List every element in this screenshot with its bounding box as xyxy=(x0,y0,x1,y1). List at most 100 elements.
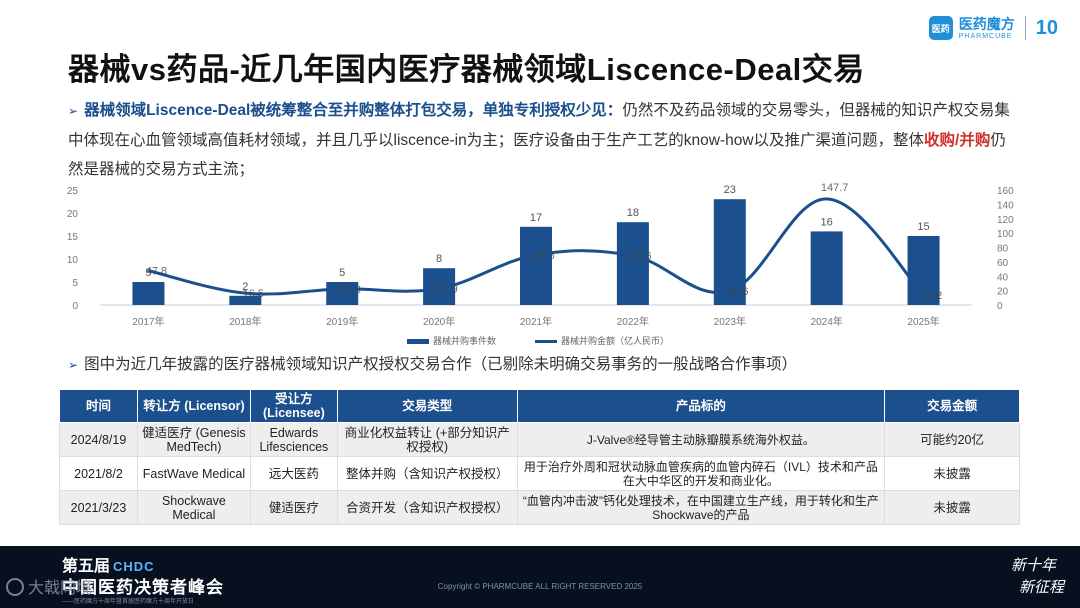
bullet-body: 仍然不及药品领域的交易零头，但器械的知识产权交易集中体现在心血管领域高值耗材领域… xyxy=(68,102,1010,149)
cell-licensee: 健适医疗 xyxy=(249,490,338,525)
line-data-label: 69.6 xyxy=(533,250,554,262)
chdc-label: CHDC xyxy=(113,559,155,574)
bar-data-label: 15 xyxy=(917,221,929,233)
table-header-row: 时间 转让方 (Licensor) 受让方 (Licensee) 交易类型 产品… xyxy=(59,389,1020,423)
y-tick-label: 20 xyxy=(67,209,79,220)
bar-data-label: 8 xyxy=(436,253,442,265)
cell-deal-type: 合资开发（含知识产权授权） xyxy=(336,490,518,525)
table-row: 2024/8/19 健适医疗 (Genesis MedTech) Edwards… xyxy=(59,422,1020,457)
logo-name-en: PHARMCUBE xyxy=(958,32,1013,40)
line-data-label: 22.9 xyxy=(436,284,457,296)
slogan: 新十年 新征程 xyxy=(1010,554,1064,598)
cell-deal-type: 整体并购（含知识产权授权） xyxy=(336,456,518,491)
cell-date: 2024/8/19 xyxy=(59,422,138,457)
cell-amount: 可能约20亿 xyxy=(884,422,1020,457)
amount-line xyxy=(148,197,925,296)
bar xyxy=(132,282,165,305)
x-tick-label: 2018年 xyxy=(229,315,261,328)
cell-amount: 未披露 xyxy=(884,456,1020,491)
bar-data-label: 18 xyxy=(627,207,639,219)
y2-tick-label: 80 xyxy=(997,244,1009,255)
y-tick-label: 15 xyxy=(67,232,79,243)
y2-tick-label: 40 xyxy=(997,272,1009,283)
header-licensee: 受让方 (Licensee) xyxy=(249,389,338,423)
y-tick-label: 0 xyxy=(72,301,78,312)
legend-bar-label: 器械并购事件数 xyxy=(433,335,496,346)
slogan-line-2: 新征程 xyxy=(1018,578,1064,596)
x-tick-label: 2017年 xyxy=(132,315,164,328)
line-data-label: 22.3 xyxy=(340,284,361,296)
cell-product: “血管内冲击波”钙化处理技术，在中国建立生产线，用于转化和生产Shockwave… xyxy=(516,490,886,525)
conference-footer-banner: 第五届 CHDC 中国医药决策者峰会 ——医药魔方十周年暨首届医药魔方十周年开放日… xyxy=(0,546,1080,608)
header-amount: 交易金额 xyxy=(884,389,1020,423)
cell-product: 用于治疗外周和冠状动脉血管疾病的血管内碎石（IVL）技术和产品在大中华区的开发和… xyxy=(516,456,886,491)
line-data-label: 14.2 xyxy=(921,290,942,302)
conference-name: 中国医药决策者峰会 xyxy=(62,578,224,597)
logo-divider xyxy=(1024,16,1026,40)
y2-tick-label: 160 xyxy=(997,186,1014,197)
y-tick-label: 5 xyxy=(72,278,78,289)
bullet-table-intro-text: 图中为近几年披露的医疗器械领域知识产权授权交易合作（已剔除未明确交易事务的一般战… xyxy=(84,356,798,373)
cell-licensor: Shockwave Medical xyxy=(136,490,251,525)
cell-amount: 未披露 xyxy=(884,490,1020,525)
bullet-red-emphasis: 收购/并购 xyxy=(924,132,991,149)
x-tick-label: 2024年 xyxy=(811,315,843,328)
copyright-text: Copyright © PHARMCUBE ALL RIGHT RESERVED… xyxy=(437,582,643,591)
license-deals-table: 时间 转让方 (Licensor) 受让方 (Licensee) 交易类型 产品… xyxy=(59,389,1020,525)
table-row: 2021/3/23 Shockwave Medical 健适医疗 合资开发（含知… xyxy=(59,490,1020,525)
header-deal-type: 交易类型 xyxy=(336,389,518,423)
y2-tick-label: 140 xyxy=(997,200,1014,211)
line-data-label: 16.5 xyxy=(243,288,264,300)
bullet-summary: ➢ 器械领域Liscence-Deal被统筹整合至并购整体打包交易，单独专利授权少… xyxy=(68,96,1018,184)
pharmcube-logo: 医药 医药魔方 PHARMCUBE 10 xyxy=(928,15,1058,40)
x-tick-label: 2020年 xyxy=(423,315,455,328)
bar xyxy=(713,199,746,305)
cell-licensor: FastWave Medical xyxy=(136,456,251,491)
x-tick-label: 2025年 xyxy=(907,315,939,328)
y-tick-label: 25 xyxy=(67,186,79,197)
cell-date: 2021/8/2 xyxy=(59,456,138,491)
y2-tick-label: 20 xyxy=(997,287,1009,298)
bar-data-label: 23 xyxy=(724,184,736,196)
line-data-label: 147.7 xyxy=(821,182,849,194)
line-data-label: 47.8 xyxy=(146,266,167,278)
x-tick-label: 2019年 xyxy=(326,315,358,328)
bullet-arrow-icon: ➢ xyxy=(68,104,79,118)
bar xyxy=(810,231,843,305)
x-tick-label: 2022年 xyxy=(617,315,649,328)
y2-tick-label: 100 xyxy=(997,229,1014,240)
cell-deal-type: 商业化权益转让 (+部分知识产权授权) xyxy=(336,422,518,457)
bar-data-label: 5 xyxy=(145,267,151,279)
header-licensor: 转让方 (Licensor) xyxy=(136,389,251,423)
line-data-label: 68.6 xyxy=(630,251,651,263)
watermark-logo-icon xyxy=(6,578,24,596)
bar xyxy=(520,226,552,305)
cell-licensee: Edwards Lifesciences xyxy=(249,422,338,457)
bar-data-label: 16 xyxy=(821,216,833,228)
legend-line-label: 器械并购金额（亿人民币） xyxy=(561,335,669,346)
table-row: 2021/8/2 FastWave Medical 远大医药 整体并购（含知识产… xyxy=(59,456,1020,491)
bar-data-label: 2 xyxy=(242,281,248,293)
bar xyxy=(616,222,649,305)
pharmcube-cube-icon: 医药 xyxy=(928,16,953,40)
cell-licensee: 远大医药 xyxy=(249,456,338,491)
slogan-line-1: 新十年 xyxy=(1010,556,1056,574)
legend-bar-swatch xyxy=(407,339,429,344)
bullet-tail: 仍然是器械的交易方式主流； xyxy=(68,132,1006,178)
bar-data-label: 5 xyxy=(339,267,345,279)
line-data-label: 19.6 xyxy=(727,286,748,298)
cell-licensor: 健适医疗 (Genesis MedTech) xyxy=(136,422,251,457)
bullet-table-intro: ➢ 图中为近几年披露的医疗器械领域知识产权授权交易合作（已剔除未明确交易事务的一般… xyxy=(68,350,1018,380)
conference-edition: 第五届 CHDC xyxy=(62,558,155,575)
header-product: 产品标的 xyxy=(516,389,886,423)
bullet-highlight: 器械领域Liscence-Deal被统筹整合至并购整体打包交易，单独专利授权少见… xyxy=(84,102,623,119)
conference-subtitle: ——医药魔方十周年暨首届医药魔方十周年开放日 xyxy=(62,599,195,605)
bullet-arrow-icon: ➢ xyxy=(68,358,79,372)
y2-tick-label: 0 xyxy=(997,301,1003,312)
logo-name-cn: 医药魔方 xyxy=(958,15,1015,32)
cell-product: J-Valve®经导管主动脉瓣膜系统海外权益。 xyxy=(516,422,886,457)
header-date: 时间 xyxy=(59,389,138,423)
cell-date: 2021/3/23 xyxy=(59,490,138,525)
x-tick-label: 2023年 xyxy=(714,315,746,328)
y2-tick-label: 60 xyxy=(997,258,1009,269)
